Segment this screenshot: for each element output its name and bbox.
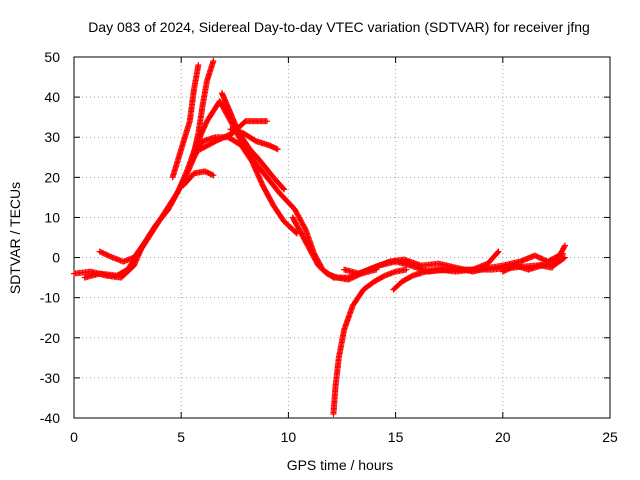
series-arc-3 bbox=[169, 62, 202, 181]
x-tick-label: 20 bbox=[495, 429, 511, 445]
data-point-marker bbox=[280, 185, 287, 192]
data-point-marker bbox=[494, 249, 501, 256]
data-point-marker bbox=[195, 62, 202, 69]
x-tick-label: 0 bbox=[70, 429, 78, 445]
data-point-marker bbox=[274, 146, 281, 153]
data-point-marker bbox=[139, 242, 146, 249]
series-arc-8 bbox=[227, 126, 281, 153]
y-tick-label: 0 bbox=[52, 250, 60, 266]
data-point-marker bbox=[561, 243, 568, 250]
y-tick-label: 40 bbox=[44, 89, 60, 105]
plot-frame bbox=[73, 56, 611, 419]
data-point-marker bbox=[210, 58, 217, 65]
x-tick-label: 15 bbox=[388, 429, 404, 445]
data-point-marker bbox=[495, 248, 502, 255]
data-point-marker bbox=[561, 254, 568, 261]
series-arc-11 bbox=[330, 266, 410, 417]
data-point-marker bbox=[263, 118, 270, 125]
y-tick-label: -30 bbox=[40, 370, 60, 386]
y-axis-label: SDTVAR / TECUs bbox=[7, 182, 23, 294]
y-tick-label: 50 bbox=[44, 49, 60, 65]
y-tick-label: -10 bbox=[40, 290, 60, 306]
data-point-marker bbox=[108, 253, 115, 260]
data-point-marker bbox=[281, 186, 288, 193]
data-point-marker bbox=[138, 243, 145, 250]
y-tick-label: -40 bbox=[40, 410, 60, 426]
series-arc-1 bbox=[71, 98, 568, 281]
x-tick-label: 5 bbox=[177, 429, 185, 445]
y-tick-label: -20 bbox=[40, 330, 60, 346]
x-tick-label: 10 bbox=[281, 429, 297, 445]
series-arc-6 bbox=[197, 118, 270, 153]
data-points bbox=[71, 58, 568, 417]
data-point-marker bbox=[558, 251, 565, 258]
data-point-marker bbox=[560, 255, 567, 262]
axis-ticks: 0 5 10 15 20 25 -40 -30 -20 -10 0 10 20 30 40 50 bbox=[40, 49, 618, 445]
y-tick-label: 30 bbox=[44, 129, 60, 145]
data-point-marker bbox=[210, 172, 217, 179]
y-tick-label: 10 bbox=[44, 209, 60, 225]
data-point-marker bbox=[561, 242, 568, 249]
x-tick-label: 25 bbox=[602, 429, 618, 445]
chart-title: Day 083 of 2024, Sidereal Day-to-day VTE… bbox=[88, 19, 590, 35]
series-arc-7 bbox=[218, 90, 288, 193]
series-arc-14 bbox=[341, 250, 566, 277]
series-arc-10 bbox=[96, 242, 146, 265]
series-arc-4 bbox=[188, 58, 217, 165]
gridlines bbox=[74, 57, 610, 418]
data-point-marker bbox=[403, 266, 410, 273]
y-tick-label: 20 bbox=[44, 169, 60, 185]
x-axis-label: GPS time / hours bbox=[287, 457, 394, 473]
data-point-marker bbox=[559, 250, 566, 257]
series-arc-5 bbox=[180, 168, 217, 189]
